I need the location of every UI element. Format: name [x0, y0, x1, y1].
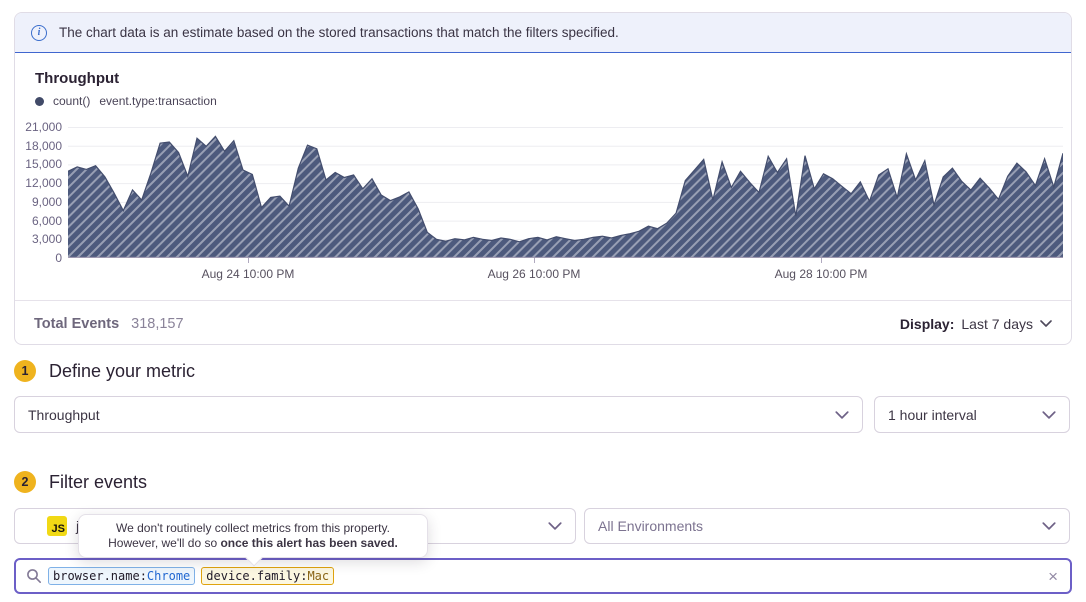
y-axis-tick: 21,000 [25, 120, 62, 134]
environment-select[interactable]: All Environments [584, 508, 1070, 544]
display-value: Last 7 days [961, 315, 1033, 332]
search-icon [27, 569, 41, 583]
filter-search-input[interactable]: browser.name:Chrome device.family:Mac × [14, 558, 1072, 594]
step-number-badge: 2 [14, 471, 36, 493]
environment-select-value: All Environments [598, 518, 704, 534]
chevron-down-icon [835, 410, 849, 419]
chart-legend: count() event.type:transaction [35, 94, 217, 108]
chart-title: Throughput [35, 70, 120, 87]
y-axis-tick: 9,000 [31, 195, 62, 209]
metric-select[interactable]: Throughput [14, 396, 863, 433]
series-dot-icon [35, 96, 44, 106]
info-banner: i The chart data is an estimate based on… [15, 13, 1071, 53]
chevron-down-icon [1042, 522, 1056, 530]
total-events: Total Events 318,157 [34, 316, 184, 332]
x-axis-tick-mark [821, 258, 822, 263]
x-axis-tick: Aug 24 10:00 PM [201, 267, 295, 281]
step-title: Filter events [49, 471, 148, 492]
metric-select-value: Throughput [28, 406, 100, 423]
y-axis-tick: 15,000 [25, 157, 62, 171]
y-axis-tick: 6,000 [31, 214, 62, 228]
filter-token-browser-name[interactable]: browser.name:Chrome [48, 567, 196, 585]
project-select-value: j [76, 518, 79, 534]
metrics-collection-tooltip: We don't routinely collect metrics from … [78, 514, 428, 567]
chart-panel: i The chart data is an estimate based on… [14, 12, 1072, 345]
info-icon: i [31, 24, 47, 41]
step-define-metric: 1 Define your metric [14, 360, 195, 382]
panel-divider [15, 300, 1071, 301]
chevron-down-icon [1042, 410, 1056, 419]
filter-token-device-family[interactable]: device.family:Mac [201, 567, 335, 585]
tooltip-line2: However, we'll do so once this alert has… [108, 536, 398, 550]
y-axis-tick: 3,000 [31, 232, 62, 246]
step-title: Define your metric [49, 360, 196, 381]
x-axis-tick-mark [534, 258, 535, 263]
interval-select-value: 1 hour interval [888, 406, 977, 423]
interval-select[interactable]: 1 hour interval [874, 396, 1070, 433]
step-filter-events: 2 Filter events [14, 471, 147, 493]
chevron-down-icon [548, 522, 562, 530]
legend-metric: count() [53, 94, 91, 108]
x-axis-tick-mark [248, 258, 249, 263]
chevron-down-icon [1040, 320, 1052, 327]
step-number-badge: 1 [14, 360, 36, 382]
display-label: Display: [899, 315, 955, 332]
x-axis-tick: Aug 28 10:00 PM [774, 267, 868, 281]
info-banner-text: The chart data is an estimate based on t… [59, 25, 619, 40]
chart-footer: Total Events 318,157 Display: Last 7 day… [15, 301, 1071, 346]
clear-search-icon[interactable]: × [1048, 566, 1058, 586]
y-axis-tick: 18,000 [25, 139, 62, 153]
display-range-dropdown[interactable]: Display: Last 7 days [900, 316, 1052, 332]
javascript-project-icon: JS [47, 516, 67, 536]
y-axis-tick: 0 [55, 251, 62, 265]
total-events-label: Total Events [34, 315, 120, 332]
tooltip-line1: We don't routinely collect metrics from … [116, 520, 390, 535]
y-axis-tick: 12,000 [25, 176, 62, 190]
throughput-area-chart [68, 127, 1063, 258]
x-axis-tick: Aug 26 10:00 PM [487, 267, 581, 281]
legend-filter: event.type:transaction [99, 94, 217, 108]
total-events-value: 318,157 [131, 315, 184, 332]
